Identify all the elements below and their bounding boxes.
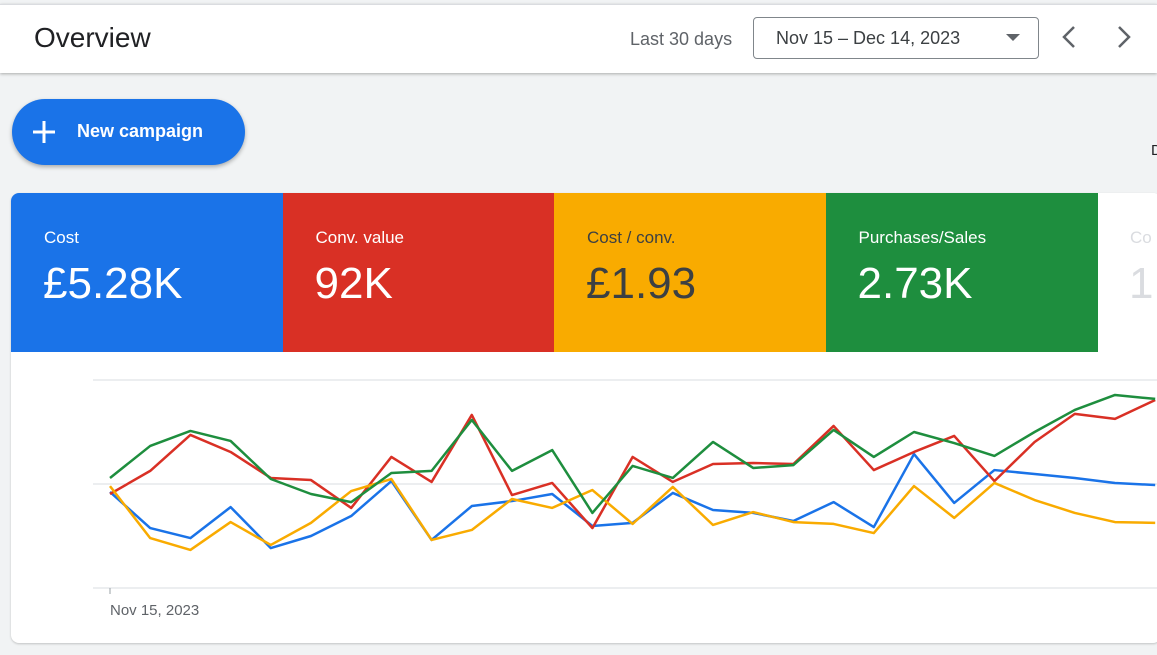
metrics-panel: Co 1 Cost £5.28K Conv. value 92K Cost / conv… <box>11 193 1157 643</box>
date-range: Nov 15 – Dec 14, 2023 <box>776 28 961 48</box>
header: Overview Last 30 days Nov 15 – Dec 14, 2… <box>0 4 1157 73</box>
metric-card[interactable]: Conv. value 92K <box>282 193 555 352</box>
metric-card[interactable]: Cost / conv. £1.93 <box>554 193 826 352</box>
x-tick-label: Nov 15, 2023 <box>110 602 199 619</box>
card-title: Cost <box>44 228 79 247</box>
prev-button[interactable] <box>1060 25 1080 51</box>
line-chart: Nov 15, 2023 <box>93 379 1157 619</box>
button-label: New campaign <box>77 121 204 141</box>
metric-card[interactable]: Co 1 <box>1097 193 1157 352</box>
plus-icon <box>33 121 55 143</box>
series-line <box>109 393 1156 515</box>
card-value: £1.93 <box>586 259 697 308</box>
card-value: 92K <box>314 259 393 308</box>
series-line <box>109 398 1156 530</box>
page-title: Overview <box>34 22 151 53</box>
card-title: Co <box>1130 228 1152 247</box>
side-label: D <box>1151 142 1157 159</box>
metric-card[interactable]: Purchases/Sales 2.73K <box>825 193 1098 352</box>
card-title: Cost / conv. <box>587 228 676 247</box>
card-title: Conv. value <box>315 228 405 247</box>
series-line <box>109 452 1156 550</box>
next-button[interactable] <box>1114 25 1134 51</box>
card-value: 2.73K <box>857 259 973 308</box>
card-value: 1 <box>1129 259 1154 308</box>
series-line <box>109 477 1156 552</box>
dropdown-arrow <box>1006 34 1020 41</box>
range-label: Last 30 days <box>630 29 733 49</box>
card-value: £5.28K <box>43 259 183 308</box>
metric-card[interactable]: Cost £5.28K <box>11 193 283 352</box>
date-picker[interactable]: Nov 15 – Dec 14, 2023 <box>753 17 1039 59</box>
card-title: Purchases/Sales <box>858 228 987 247</box>
new-campaign-button[interactable]: New campaign <box>12 99 245 165</box>
